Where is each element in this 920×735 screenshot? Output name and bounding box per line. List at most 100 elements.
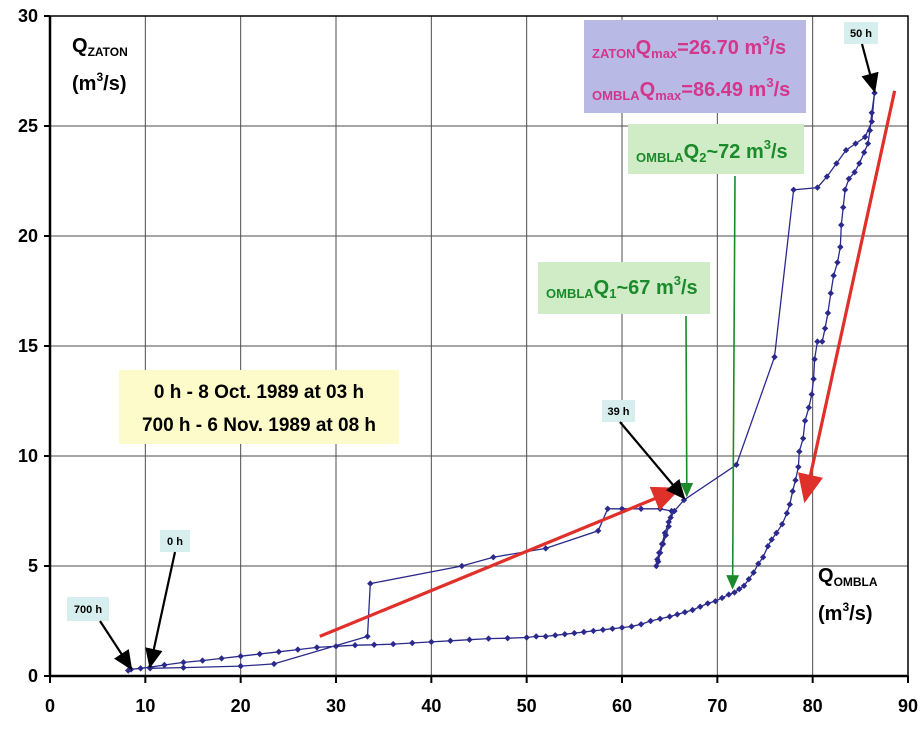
x-tick-label: 40 xyxy=(421,696,441,716)
data-point xyxy=(860,149,868,156)
data-point xyxy=(199,657,206,664)
data-point xyxy=(447,637,454,644)
y-tick-label: 30 xyxy=(18,6,38,26)
data-point xyxy=(609,625,616,632)
data-point xyxy=(839,204,847,211)
data-point xyxy=(332,643,340,650)
data-point xyxy=(778,521,786,528)
data-point xyxy=(838,221,845,229)
data-point xyxy=(789,488,796,495)
data-point xyxy=(759,554,767,561)
data-point xyxy=(845,175,853,182)
point-label-box xyxy=(844,22,878,44)
q2-box xyxy=(628,124,804,174)
data-point xyxy=(842,147,850,154)
data-point xyxy=(823,173,831,180)
data-point xyxy=(851,169,858,176)
data-point xyxy=(814,338,821,345)
data-point xyxy=(618,624,626,631)
date-note-line1: 0 h - 8 Oct. 1989 at 03 h xyxy=(154,382,364,403)
data-point xyxy=(409,639,416,647)
data-point xyxy=(533,633,540,640)
data-point xyxy=(594,527,602,534)
data-point xyxy=(161,661,168,669)
data-point xyxy=(599,626,607,633)
trend-arrow xyxy=(798,90,897,504)
data-point xyxy=(771,353,778,361)
data-point xyxy=(647,617,654,625)
data-point xyxy=(833,160,840,167)
data-point xyxy=(390,640,397,648)
data-point xyxy=(180,659,187,666)
data-point xyxy=(351,642,359,649)
data-point xyxy=(861,133,869,141)
data-point xyxy=(313,644,321,651)
x-tick-label: 80 xyxy=(803,696,823,716)
data-point xyxy=(458,562,466,570)
data-point xyxy=(768,536,775,543)
data-point xyxy=(805,404,813,411)
data-point xyxy=(864,140,872,147)
data-point xyxy=(485,635,492,642)
data-point xyxy=(841,186,849,193)
data-point xyxy=(808,391,815,398)
x-axis-title-main: Q xyxy=(818,565,834,587)
y-axis-unit: (m3/s) xyxy=(72,70,126,95)
point-label-box xyxy=(67,597,109,621)
data-point xyxy=(821,325,829,332)
data-point xyxy=(868,109,875,116)
point-label: 0 h xyxy=(167,536,183,548)
data-point xyxy=(580,628,588,636)
data-point xyxy=(796,448,803,455)
data-point xyxy=(824,309,832,317)
data-point xyxy=(658,540,666,548)
data-point xyxy=(542,545,549,552)
y-tick-label: 15 xyxy=(18,336,38,356)
x-tick-label: 60 xyxy=(612,696,632,716)
data-point xyxy=(750,569,757,576)
data-point xyxy=(830,272,837,279)
x-axis-title-sub: OMBLA xyxy=(834,575,878,589)
y-axis-title-sub: ZATON xyxy=(88,45,128,59)
y-tick-label: 10 xyxy=(18,446,38,466)
data-point xyxy=(428,638,435,646)
y-axis-title: QZATON xyxy=(72,35,128,59)
data-point xyxy=(696,603,704,610)
data-point xyxy=(604,505,611,512)
q1-box xyxy=(538,262,710,314)
x-tick-label: 50 xyxy=(517,696,537,716)
data-point xyxy=(275,648,282,655)
data-point xyxy=(180,664,187,671)
trend-arrow xyxy=(319,486,682,638)
data-point xyxy=(137,665,144,672)
data-point xyxy=(661,529,669,537)
data-point xyxy=(837,243,844,251)
x-tick-label: 30 xyxy=(326,696,346,716)
data-point xyxy=(294,646,302,653)
y-axis-title-main: Q xyxy=(72,35,88,57)
data-point xyxy=(799,435,807,442)
data-point xyxy=(665,523,672,530)
data-point xyxy=(755,560,762,567)
y-tick-label: 0 xyxy=(28,666,38,686)
data-point xyxy=(681,609,689,616)
data-point xyxy=(466,636,473,643)
data-point xyxy=(856,160,863,167)
point-label-arrow xyxy=(99,620,133,671)
point-label-box xyxy=(160,530,190,552)
data-point xyxy=(666,613,673,620)
point-label-box xyxy=(602,400,635,422)
data-point xyxy=(656,505,664,512)
data-point xyxy=(725,591,732,598)
data-point xyxy=(745,576,752,583)
qmax-zaton-label: ZATONQmax=26.70 m3/s xyxy=(592,33,786,61)
data-point xyxy=(814,184,821,191)
data-point xyxy=(674,611,681,618)
data-point xyxy=(731,589,738,596)
data-point xyxy=(656,615,664,622)
data-point xyxy=(256,650,263,658)
data-point xyxy=(819,338,826,345)
data-point xyxy=(364,633,371,640)
data-point xyxy=(866,127,874,134)
